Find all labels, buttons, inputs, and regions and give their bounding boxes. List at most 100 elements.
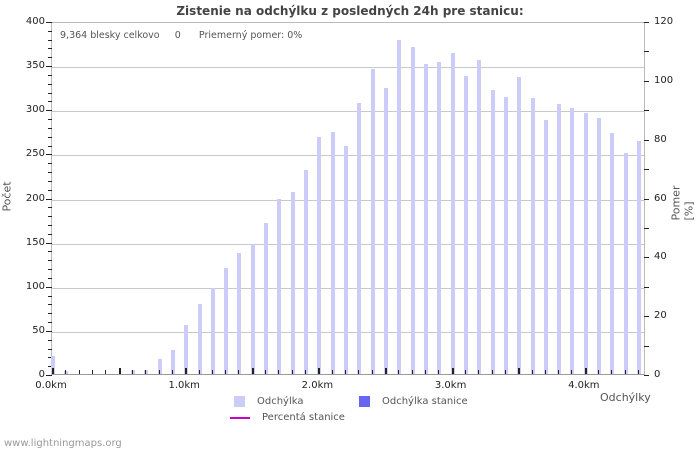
y-tick-mark bbox=[48, 277, 52, 279]
bar bbox=[290, 192, 295, 374]
bar bbox=[597, 118, 602, 374]
y-tick-label: 200 bbox=[25, 192, 45, 204]
bar bbox=[304, 170, 309, 374]
bar bbox=[157, 359, 162, 374]
y-right-tick-mark bbox=[644, 198, 649, 200]
bar bbox=[51, 356, 55, 374]
y-right-tick-mark bbox=[644, 22, 649, 23]
y-tick-mark bbox=[48, 92, 52, 94]
bar bbox=[224, 268, 229, 374]
bar bbox=[557, 103, 562, 374]
x-tick-mark bbox=[531, 370, 533, 374]
x-tick-mark bbox=[145, 370, 147, 374]
x-tick-mark bbox=[52, 368, 54, 374]
bar bbox=[477, 59, 482, 374]
y-axis-label-right: Pomer [%] bbox=[669, 185, 696, 221]
bar bbox=[437, 62, 442, 374]
gridline bbox=[52, 67, 644, 69]
bar bbox=[277, 199, 282, 374]
legend-item-odchylka: Odchýlka bbox=[234, 396, 304, 407]
x-tick-mark bbox=[411, 370, 413, 374]
x-tick-label: 3.0km bbox=[434, 380, 467, 391]
bar bbox=[184, 325, 189, 374]
y-tick-mark bbox=[46, 154, 52, 156]
y-tick-mark bbox=[48, 74, 52, 76]
x-tick-mark bbox=[65, 370, 67, 374]
bar bbox=[610, 133, 615, 374]
footer-link[interactable]: www.lightningmaps.org bbox=[4, 438, 122, 449]
bar bbox=[530, 97, 535, 374]
x-tick-mark bbox=[584, 368, 587, 374]
y-tick-mark bbox=[48, 189, 52, 191]
legend-item-odchylka-stanice: Odchýlka stanice bbox=[359, 396, 468, 407]
bar bbox=[384, 88, 388, 374]
y-tick-mark bbox=[48, 216, 52, 218]
y-right-tick-mark bbox=[644, 316, 649, 318]
bar bbox=[517, 77, 522, 374]
x-tick-mark bbox=[518, 368, 521, 374]
y-right-tick-label: 60 bbox=[654, 192, 667, 204]
bar bbox=[197, 304, 202, 374]
x-tick-mark bbox=[291, 370, 293, 374]
y-tick-mark bbox=[48, 39, 52, 41]
x-tick-label: 4.0km bbox=[568, 380, 600, 391]
y-tick-mark bbox=[46, 286, 52, 288]
y-tick-mark bbox=[48, 322, 52, 324]
y-tick-mark bbox=[48, 295, 52, 297]
y-right-tick-label: 40 bbox=[654, 251, 667, 263]
x-tick-mark bbox=[358, 370, 360, 374]
bar bbox=[423, 64, 428, 374]
y-tick-label: 350 bbox=[25, 60, 45, 72]
x-tick-label: 0.0km bbox=[35, 380, 67, 391]
y-tick-mark bbox=[48, 269, 52, 271]
bar bbox=[503, 96, 508, 374]
x-tick-mark bbox=[598, 370, 600, 374]
x-tick-mark bbox=[78, 370, 80, 374]
y-right-tick-mark bbox=[644, 345, 649, 347]
x-tick-mark bbox=[118, 368, 121, 374]
bar bbox=[330, 132, 335, 374]
y-tick-label: 100 bbox=[25, 280, 45, 292]
x-tick-mark bbox=[331, 370, 333, 374]
x-tick-mark bbox=[91, 370, 93, 374]
y-tick-mark bbox=[48, 145, 52, 147]
bar bbox=[264, 223, 269, 374]
bar bbox=[144, 369, 149, 374]
y-tick-mark bbox=[48, 136, 52, 138]
y-axis-label-left: Počet bbox=[0, 181, 14, 212]
y-tick-mark bbox=[48, 57, 52, 59]
x-tick-mark bbox=[624, 370, 626, 374]
bar bbox=[570, 107, 575, 374]
y-tick-mark bbox=[48, 357, 52, 359]
bar bbox=[463, 75, 468, 374]
y-tick-mark bbox=[48, 348, 52, 350]
y-tick-mark bbox=[46, 22, 52, 23]
x-tick-mark bbox=[398, 370, 400, 374]
y-right-tick-mark bbox=[644, 227, 649, 229]
x-tick-mark bbox=[504, 370, 506, 374]
x-tick-mark bbox=[385, 368, 387, 374]
x-tick-mark bbox=[211, 370, 213, 374]
x-tick-mark bbox=[251, 368, 254, 374]
y-right-tick-label: 20 bbox=[654, 310, 667, 322]
x-tick-label: 2.0km bbox=[301, 380, 334, 391]
bar bbox=[250, 244, 255, 374]
y-tick-label: 250 bbox=[25, 148, 45, 160]
y-tick-mark bbox=[48, 366, 52, 368]
y-tick-label: 300 bbox=[25, 104, 45, 116]
bar bbox=[637, 141, 642, 374]
x-tick-mark bbox=[438, 370, 440, 374]
bar bbox=[64, 371, 69, 374]
x-tick-mark bbox=[105, 370, 107, 374]
x-axis-label: Odchýlky bbox=[600, 391, 651, 404]
x-tick-mark bbox=[638, 370, 640, 374]
y-right-tick-mark bbox=[644, 375, 649, 376]
x-tick-mark bbox=[464, 370, 466, 374]
y-tick-mark bbox=[48, 260, 52, 262]
y-tick-mark bbox=[46, 242, 52, 244]
y-tick-label: 150 bbox=[25, 236, 45, 248]
bar bbox=[130, 369, 135, 374]
bar bbox=[170, 350, 175, 374]
x-tick-label: 1.0km bbox=[168, 380, 200, 391]
y-tick-mark bbox=[48, 101, 52, 103]
